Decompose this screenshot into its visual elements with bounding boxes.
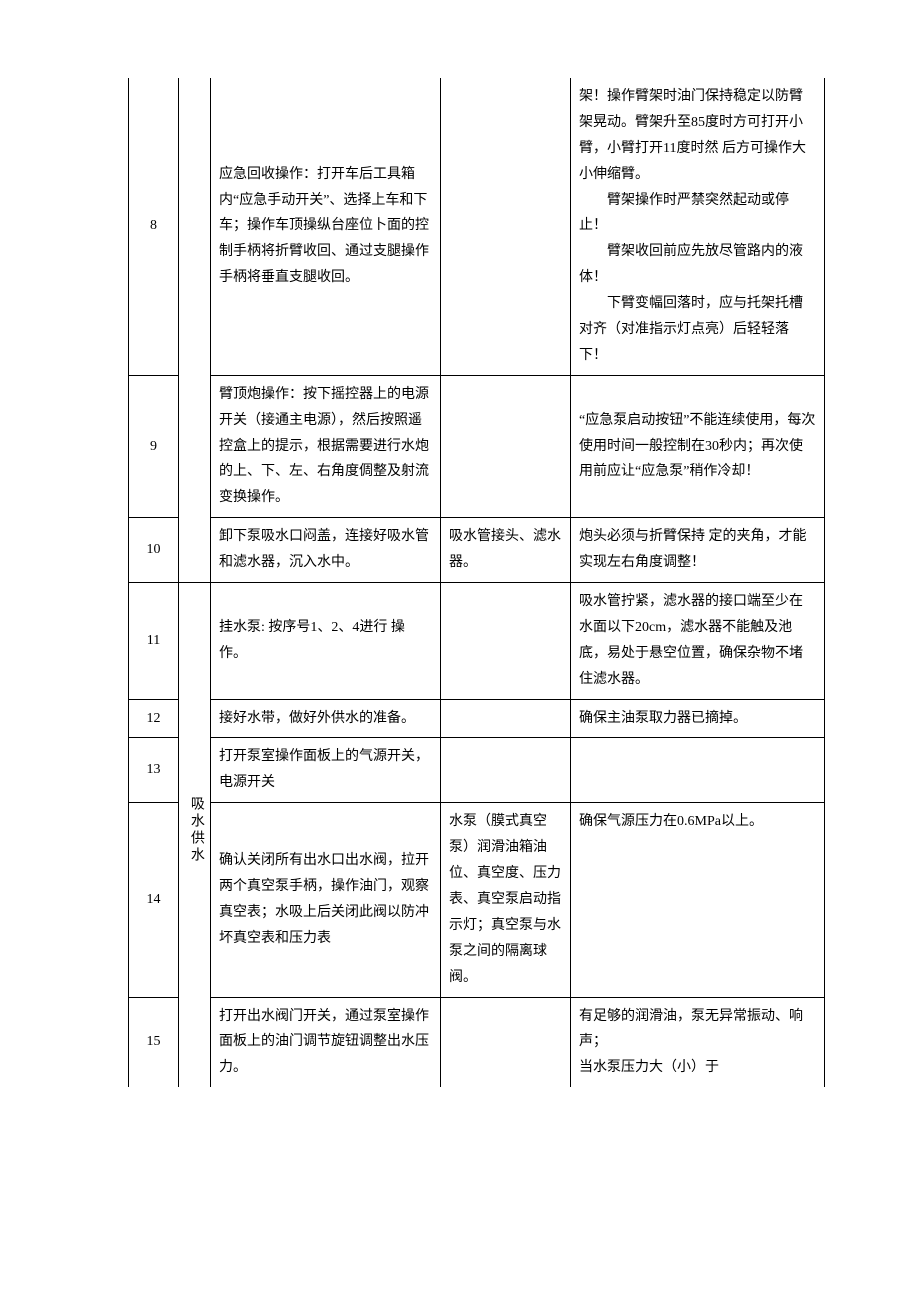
row-operation: 应急回收操作：打开车后工具箱内“应急手动开关”、选择上车和下车；操作车顶操纵台座… (211, 78, 441, 375)
row-note: 确保主油泵取力器已摘掉。 (571, 699, 825, 738)
row-number: 9 (129, 375, 179, 517)
row-tool (441, 583, 571, 700)
row-number: 11 (129, 583, 179, 700)
table-row: 9 臂顶炮操作：按下摇控器上的电源开关（接通主电源），然后按照遥控盒上的提示，根… (129, 375, 825, 517)
row-tool: 吸水管接头、滤水器。 (441, 518, 571, 583)
row-operation: 打开出水阀门开关，通过泵室操作面板上的油门调节旋钮调整出水压力。 (211, 997, 441, 1087)
row-operation: 挂水泵: 按序号1、2、4进行 操作。 (211, 583, 441, 700)
row-operation: 接好水带，做好外供水的准备。 (211, 699, 441, 738)
row-operation: 卸下泵吸水口闷盖，连接好吸水管和滤水器，沉入水中。 (211, 518, 441, 583)
row-tool (441, 78, 571, 375)
row-note: 有足够的润滑油，泵无异常振动、响声； 当水泵压力大（小）于 (571, 997, 825, 1087)
row-operation: 确认关闭所有出水口出水阀，拉开两个真空泵手柄，操作油门，观察真空表；水吸上后关闭… (211, 803, 441, 997)
row-number: 15 (129, 997, 179, 1087)
row-operation: 打开泵室操作面板上的气源开关，电源开关 (211, 738, 441, 803)
table-row: 14 确认关闭所有出水口出水阀，拉开两个真空泵手柄，操作油门，观察真空表；水吸上… (129, 803, 825, 997)
row-tool (441, 738, 571, 803)
row-note: 架！操作臂架时油门保持稳定以防臂架晃动。臂架升至85度时方可打开小 臂，小臂打开… (571, 78, 825, 375)
table-row: 11 吸水供水 挂水泵: 按序号1、2、4进行 操作。 吸水管拧紧，滤水器的接口… (129, 583, 825, 700)
row-number: 12 (129, 699, 179, 738)
row-tool (441, 375, 571, 517)
row-number: 14 (129, 803, 179, 997)
row-tool: 水泵（膜式真空泵）润滑油箱油位、真空度、压力表、真空泵启动指示灯；真空泵与水泵之… (441, 803, 571, 997)
procedure-table: 8 应急回收操作：打开车后工具箱内“应急手动开关”、选择上车和下车；操作车顶操纵… (128, 78, 825, 1087)
row-note: “应急泵启动按钮”不能连续使用，每次使用时间一般控制在30秒内；再次使用前应让“… (571, 375, 825, 517)
row-category: 吸水供水 (179, 583, 211, 1088)
table-row: 15 打开出水阀门开关，通过泵室操作面板上的油门调节旋钮调整出水压力。 有足够的… (129, 997, 825, 1087)
row-number: 13 (129, 738, 179, 803)
row-note: 炮头必须与折臂保持 定的夹角，才能实现左右角度调整！ (571, 518, 825, 583)
table-row: 12 接好水带，做好外供水的准备。 确保主油泵取力器已摘掉。 (129, 699, 825, 738)
row-category (179, 78, 211, 583)
row-tool (441, 997, 571, 1087)
table-row: 13 打开泵室操作面板上的气源开关，电源开关 (129, 738, 825, 803)
table-row: 8 应急回收操作：打开车后工具箱内“应急手动开关”、选择上车和下车；操作车顶操纵… (129, 78, 825, 375)
row-operation: 臂顶炮操作：按下摇控器上的电源开关（接通主电源），然后按照遥控盒上的提示，根据需… (211, 375, 441, 517)
row-note (571, 738, 825, 803)
row-note: 吸水管拧紧，滤水器的接口端至少在水面以下20cm，滤水器不能触及池底，易处于悬空… (571, 583, 825, 700)
row-note: 确保气源压力在0.6MPa以上。 (571, 803, 825, 997)
row-number: 8 (129, 78, 179, 375)
row-number: 10 (129, 518, 179, 583)
table-row: 10 卸下泵吸水口闷盖，连接好吸水管和滤水器，沉入水中。 吸水管接头、滤水器。 … (129, 518, 825, 583)
row-tool (441, 699, 571, 738)
